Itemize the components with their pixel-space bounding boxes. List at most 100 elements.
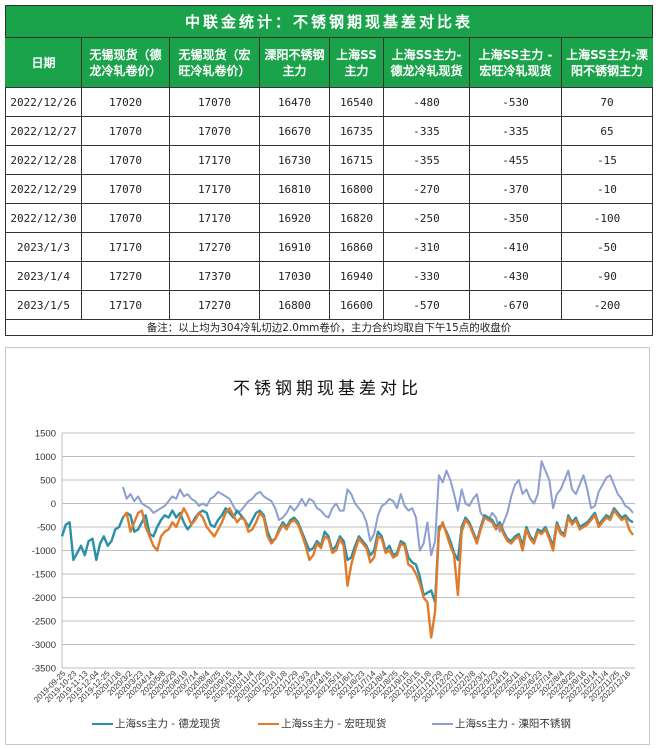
y-tick-label: 1000 (35, 452, 56, 463)
column-header: 上海SS主力 - 宏旺冷轧现货 (469, 37, 562, 88)
legend-item: 上海ss主力 - 宏旺现货 (258, 716, 386, 731)
value-cell: -10 (560, 174, 654, 204)
column-header-line: 主力 (344, 63, 369, 78)
value-cell: 16820 (329, 203, 384, 233)
value-cell: -50 (560, 232, 654, 262)
legend-swatch-icon (432, 722, 453, 725)
value-cell: 16910 (259, 232, 330, 262)
value-cell: 16730 (259, 145, 330, 175)
column-header-line: 上海SS (336, 47, 377, 62)
value-cell: -330 (383, 261, 470, 291)
value-cell: 17070 (169, 116, 260, 146)
value-cell: 17170 (81, 232, 170, 262)
value-cell: -455 (469, 145, 562, 175)
chart-title: 不锈钢期现基差对比 (233, 379, 422, 399)
value-cell: 17070 (81, 203, 170, 233)
column-header-line: 无锡现货（德 (89, 47, 162, 62)
y-tick-label: -3000 (32, 640, 56, 651)
legend-swatch-icon (258, 722, 279, 725)
value-cell: -310 (383, 232, 470, 262)
value-cell: 17270 (81, 261, 170, 291)
table-title-row: 中联金统计：不锈钢期现基差对比表 (4, 5, 654, 38)
value-cell: 16800 (259, 290, 330, 320)
value-cell: 17170 (169, 174, 260, 204)
legend-label: 上海ss主力 - 宏旺现货 (281, 718, 387, 730)
y-tick-label: -1000 (32, 546, 56, 557)
value-cell: 65 (560, 116, 654, 146)
legend-label: 上海ss主力 - 德龙现货 (115, 718, 221, 730)
column-header-line: 德龙冷轧现货 (390, 63, 463, 78)
column-header: 上海SS主力- 德龙冷轧现货 (383, 37, 470, 88)
basis-line-chart: 不锈钢期现基差对比 (5, 347, 650, 745)
table-note: 备注：以上均为304冷轧切边2.0mm卷价，主力合约均取自下午15点的收盘价 (4, 319, 654, 336)
value-cell: -355 (383, 145, 470, 175)
value-cell: -670 (469, 290, 562, 320)
column-header-line: 上海SS主力-溧 (566, 47, 648, 62)
y-tick-label: -3500 (32, 664, 56, 675)
table-row: 2022/12/29 17070 17170 16810 16800 -270 -370 -1… (5, 174, 654, 204)
column-header-line: 溧阳不锈钢 (264, 47, 325, 62)
value-cell: -100 (560, 203, 654, 233)
value-cell: 16470 (259, 87, 330, 117)
date-cell: 2023/1/5 (5, 290, 82, 320)
value-cell: 16800 (329, 174, 384, 204)
column-header-line: 主力 (282, 63, 307, 78)
column-header: 溧阳不锈钢 主力 (259, 37, 330, 88)
legend-swatch-icon (92, 722, 113, 725)
value-cell: -250 (383, 203, 470, 233)
value-cell: 16810 (259, 174, 330, 204)
y-tick-label: -500 (37, 523, 56, 534)
legend-item: 上海ss主力 - 溧阳不锈钢 (432, 716, 571, 731)
column-header-line: 上海SS主力 - (478, 47, 553, 62)
value-cell: 16940 (329, 261, 384, 291)
table-row: 2023/1/5 17170 17270 16800 16600 -570 -670 -200 (5, 290, 654, 320)
y-tick-label: -2500 (32, 617, 56, 628)
column-header: 无锡现货（宏 旺冷轧卷价） (169, 37, 260, 88)
column-header-line: 宏旺冷轧现货 (479, 63, 552, 78)
column-header: 上海SS主力-溧 阳不锈钢主力 (560, 37, 654, 88)
column-header-line: 旺冷轧卷价） (178, 63, 251, 78)
table-body: 2022/12/26 17020 17070 16470 16540 -480 -530 70… (5, 87, 654, 320)
date-cell: 2022/12/27 (5, 116, 82, 146)
y-tick-label: -1500 (32, 570, 56, 581)
table-header-row: 日期 无锡现货（德 龙冷轧卷价） 无锡现货（宏 旺冷轧卷价） 溧阳不锈钢 主力 上海SS 主力上… (5, 37, 654, 88)
value-cell: 17070 (81, 145, 170, 175)
series-line (121, 460, 634, 557)
column-header-line: 无锡现货（宏 (178, 47, 251, 62)
value-cell: 17030 (259, 261, 330, 291)
value-cell: 16670 (259, 116, 330, 146)
column-header-line: 日期 (31, 55, 56, 70)
series-line (60, 507, 634, 604)
value-cell: 70 (560, 87, 654, 117)
y-tick-label: -2000 (32, 593, 56, 604)
table-title: 中联金统计：不锈钢期现基差对比表 (4, 5, 654, 38)
value-cell: 17270 (169, 232, 260, 262)
column-header: 上海SS 主力 (329, 37, 384, 88)
value-cell: 17270 (169, 290, 260, 320)
date-cell: 2022/12/29 (5, 174, 82, 204)
column-header-line: 阳不锈钢主力 (571, 63, 644, 78)
legend-item: 上海ss主力 - 德龙现货 (92, 716, 220, 731)
value-cell: 17370 (169, 261, 260, 291)
column-header-line: 龙冷轧卷价） (89, 63, 162, 78)
value-cell: -570 (383, 290, 470, 320)
y-tick-label: 0 (51, 499, 56, 510)
value-cell: 16540 (329, 87, 384, 117)
table-note-row: 备注：以上均为304冷轧切边2.0mm卷价，主力合约均取自下午15点的收盘价 (4, 319, 654, 336)
value-cell: -350 (469, 203, 562, 233)
basis-table-container: 中联金统计：不锈钢期现基差对比表 日期 无锡现货（德 龙冷轧卷价） 无锡现货（宏 旺冷轧… (4, 5, 654, 336)
value-cell: 16920 (259, 203, 330, 233)
date-cell: 2023/1/4 (5, 261, 82, 291)
value-cell: -200 (560, 290, 654, 320)
value-cell: 17020 (81, 87, 170, 117)
value-cell: 17070 (169, 87, 260, 117)
value-cell: 16860 (329, 232, 384, 262)
column-header-line: 上海SS主力- (391, 47, 462, 62)
table-row: 2023/1/3 17170 17270 16910 16860 -310 -410 -50 (5, 232, 654, 262)
value-cell: 17170 (169, 145, 260, 175)
y-tick-label: 500 (40, 476, 56, 487)
y-tick-label: 1500 (35, 429, 56, 440)
value-cell: -335 (383, 116, 470, 146)
table-row: 2023/1/4 17270 17370 17030 16940 -330 -430 -90 (5, 261, 654, 291)
